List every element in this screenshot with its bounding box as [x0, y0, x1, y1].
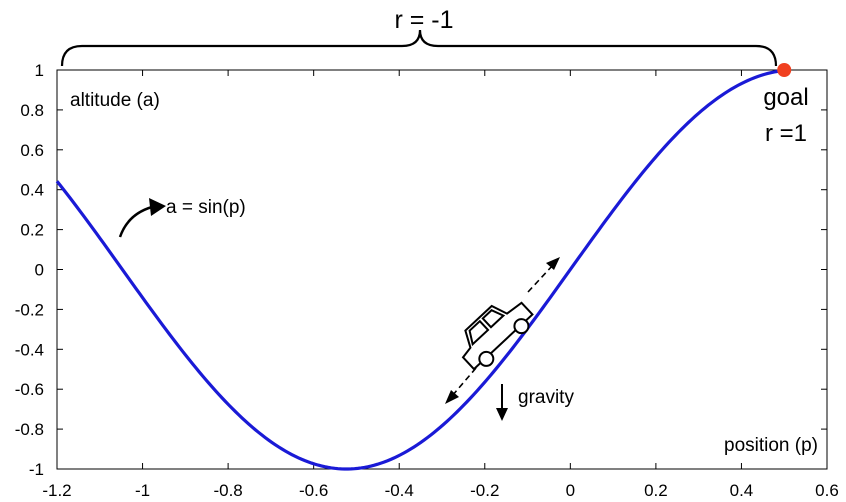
x-tick-label: 0.6 [815, 481, 839, 500]
y-tick-label: -1 [29, 460, 44, 479]
motion-arrowhead-up [546, 257, 560, 270]
curve-label-arrowhead [149, 198, 166, 216]
motion-arrow-up [527, 264, 554, 293]
curve-function-label: a = sin(p) [166, 197, 246, 218]
gravity-arrowhead [496, 408, 508, 421]
motion-arrowhead-down [445, 390, 459, 404]
car-icon [461, 301, 534, 371]
goal-label: goal [763, 84, 808, 111]
y-axis-label: altitude (a) [70, 90, 160, 111]
x-tick-label: -1.2 [42, 481, 71, 500]
goal-point [777, 63, 792, 77]
x-tick-label: 0 [566, 481, 575, 500]
y-axis-ticks: 1 0.8 0.6 0.4 0.2 0 -0.2 -0.4 -0.6 -0.8 -1 [15, 61, 827, 479]
curve-label-arrow [118, 205, 153, 238]
y-tick-label: -0.4 [15, 340, 44, 359]
x-axis-label: position (p) [724, 435, 818, 456]
x-tick-label: -1 [135, 481, 150, 500]
step-reward-label: r = -1 [394, 6, 453, 34]
x-tick-label: 0.4 [730, 481, 754, 500]
x-tick-label: -0.8 [213, 481, 242, 500]
altitude-curve [55, 68, 785, 471]
plot-area-frame [56, 69, 828, 470]
y-tick-label: 0.8 [20, 101, 44, 120]
x-tick-label: 0.2 [644, 481, 668, 500]
x-tick-label: -0.6 [299, 481, 328, 500]
y-tick-label: 1 [35, 61, 44, 80]
goal-reward-label: r =1 [765, 120, 807, 147]
series-layer [55, 63, 792, 471]
x-axis-ticks: -1.2 -1 -0.8 -0.6 -0.4 -0.2 0 0.2 0.4 0.6 [42, 70, 839, 500]
y-tick-label: 0.4 [20, 181, 44, 200]
plot-border [56, 69, 828, 470]
y-tick-label: -0.8 [15, 420, 44, 439]
y-tick-label: -0.2 [15, 300, 44, 319]
gravity-label: gravity [518, 387, 574, 408]
y-tick-label: -0.6 [15, 380, 44, 399]
reward-brace [60, 29, 778, 67]
motion-arrow-down [451, 367, 477, 397]
x-tick-label: -0.2 [470, 481, 499, 500]
x-tick-label: -0.4 [385, 481, 414, 500]
y-tick-label: 0.2 [20, 221, 44, 240]
y-tick-label: 0 [35, 261, 44, 280]
y-tick-label: 0.6 [20, 141, 44, 160]
